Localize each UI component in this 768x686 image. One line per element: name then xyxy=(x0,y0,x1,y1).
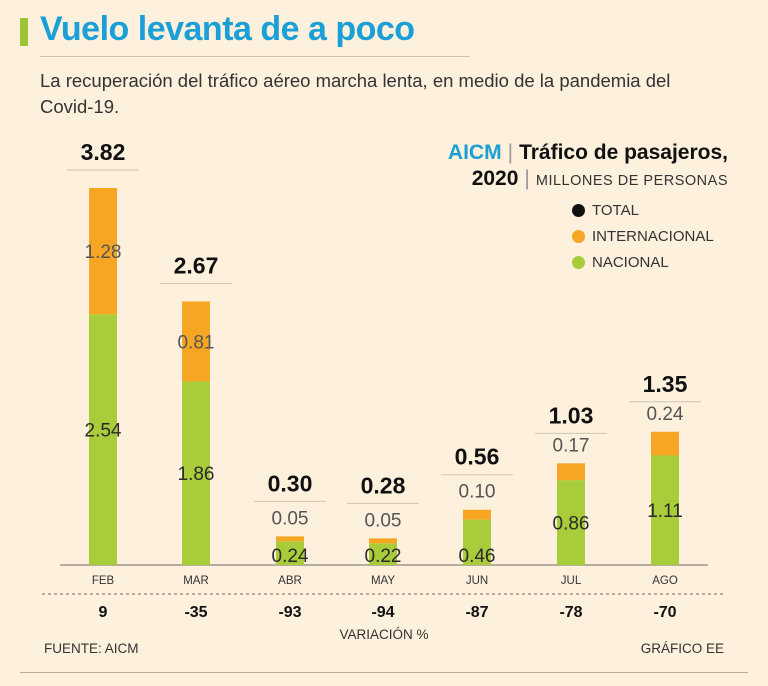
bar-internacional xyxy=(369,538,397,544)
bar-nacional xyxy=(651,455,679,565)
legend-item-internacional: INTERNACIONAL xyxy=(572,223,714,249)
legend-label-nacional: NACIONAL xyxy=(592,253,669,271)
bar-nacional xyxy=(276,541,304,565)
data-label-nacional: 2.54 xyxy=(85,421,122,442)
x-tick-label: MAY xyxy=(371,575,395,587)
variation-value: -70 xyxy=(653,604,676,621)
bar-nacional xyxy=(369,543,397,565)
bar-nacional xyxy=(463,519,491,565)
chart-units: MILLONES DE PERSONAS xyxy=(535,173,728,189)
variation-value: -78 xyxy=(559,604,582,621)
data-label-total: 1.35 xyxy=(643,371,688,397)
data-label-internacional: 1.28 xyxy=(85,242,122,263)
x-tick-label: JUL xyxy=(561,575,582,587)
legend-swatch-nacional xyxy=(572,255,585,269)
chart-header: AICM | Tráfico de pasajeros, 2020 | MILLONES… xyxy=(447,141,728,190)
title-accent-bar xyxy=(20,18,28,46)
data-label-total: 0.28 xyxy=(361,472,406,498)
x-tick-label: AGO xyxy=(652,575,678,587)
legend-label-total: TOTAL xyxy=(592,201,639,219)
data-label-total: 3.82 xyxy=(81,139,126,165)
legend-swatch-total xyxy=(572,203,585,217)
data-label-nacional: 0.22 xyxy=(365,546,402,567)
bar-internacional xyxy=(182,301,210,382)
variation-value: 9 xyxy=(99,604,108,621)
title-divider xyxy=(40,56,470,57)
page-title: Vuelo levanta de a poco xyxy=(40,10,415,48)
bar-internacional xyxy=(276,536,304,542)
chart-year: 2020 xyxy=(471,167,519,190)
data-label-total: 2.67 xyxy=(174,252,219,278)
chart-legend: TOTAL INTERNACIONAL NACIONAL xyxy=(572,197,714,275)
data-label-nacional: 1.11 xyxy=(647,501,683,522)
legend-item-total: TOTAL xyxy=(572,197,714,223)
data-label-internacional: 0.17 xyxy=(553,435,590,456)
bottom-divider xyxy=(20,672,748,673)
bar-internacional xyxy=(463,509,491,520)
x-tick-label: MAR xyxy=(183,575,209,587)
variation-value: -93 xyxy=(278,604,301,621)
chart-title: Tráfico de pasajeros, xyxy=(519,141,728,164)
data-label-nacional: 0.24 xyxy=(272,546,309,567)
x-tick-label: ABR xyxy=(278,575,302,587)
bar-internacional xyxy=(651,431,679,456)
variation-axis-label: VARIACIÓN % xyxy=(339,627,429,642)
data-label-total: 0.56 xyxy=(455,444,500,470)
data-label-internacional: 0.05 xyxy=(272,508,309,529)
variation-value: -35 xyxy=(184,604,207,621)
bar-nacional xyxy=(557,480,585,565)
data-label-nacional: 0.86 xyxy=(553,514,590,535)
legend-swatch-internacional xyxy=(572,229,585,243)
data-label-nacional: 0.46 xyxy=(459,546,496,567)
variation-value: -94 xyxy=(371,604,394,621)
bar-internacional xyxy=(89,188,117,315)
data-label-internacional: 0.81 xyxy=(178,332,215,353)
source-note: FUENTE: AICM xyxy=(44,641,139,656)
bar-internacional xyxy=(557,463,585,481)
data-label-internacional: 0.05 xyxy=(365,510,402,531)
bar-nacional xyxy=(89,314,117,565)
chart-source-name: AICM xyxy=(447,141,502,164)
graphic-credit: GRÁFICO EE xyxy=(640,641,724,656)
legend-item-nacional: NACIONAL xyxy=(572,249,714,275)
page-subtitle: La recuperación del tráfico aéreo marcha… xyxy=(40,70,671,117)
data-label-total: 1.03 xyxy=(549,402,594,428)
x-tick-label: FEB xyxy=(92,575,115,587)
legend-label-internacional: INTERNACIONAL xyxy=(592,227,714,245)
x-tick-label: JUN xyxy=(466,575,488,587)
data-label-nacional: 1.86 xyxy=(178,464,215,485)
data-label-internacional: 0.24 xyxy=(647,404,684,425)
data-label-internacional: 0.10 xyxy=(459,482,496,503)
data-label-total: 0.30 xyxy=(268,470,313,496)
bar-nacional xyxy=(182,381,210,565)
variation-value: -87 xyxy=(465,604,488,621)
